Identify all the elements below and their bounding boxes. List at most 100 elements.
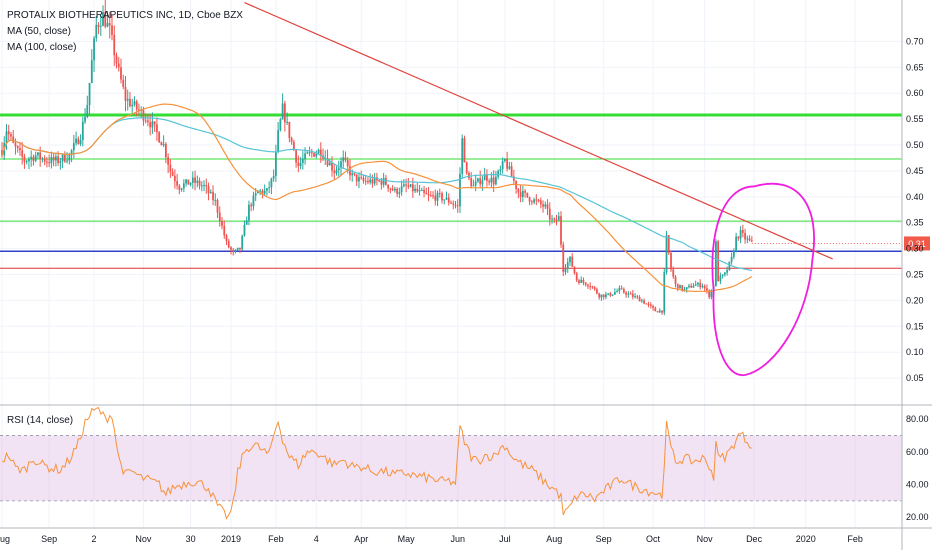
candle-body <box>277 130 280 152</box>
candle-body <box>672 269 675 277</box>
candle-body <box>400 186 403 193</box>
candle-body <box>234 249 237 252</box>
candle-body <box>232 249 235 252</box>
rsi-tick-label: 20.00 <box>906 512 929 522</box>
candle-body <box>113 34 116 56</box>
candle-body <box>198 180 201 186</box>
candle-body <box>313 153 315 157</box>
candle-body <box>667 235 670 254</box>
candle-body <box>149 122 152 128</box>
legend-rsi: RSI (14, close) <box>7 415 73 426</box>
candle-body <box>492 177 495 185</box>
candle-body <box>744 232 746 240</box>
candle-body <box>528 197 531 202</box>
candle-body <box>108 23 111 26</box>
candle-body <box>239 247 241 250</box>
candle-body <box>573 266 576 274</box>
trendline <box>244 2 833 260</box>
candle-body <box>270 178 273 188</box>
candle-body <box>52 157 55 161</box>
last-price-label: 0.31 <box>908 239 926 249</box>
candle-body <box>721 274 724 276</box>
candle-body <box>679 285 681 289</box>
candle-body <box>524 190 526 193</box>
candle-body <box>21 150 24 157</box>
candle-body <box>535 199 538 201</box>
candle-body <box>645 303 648 305</box>
candle-body <box>571 256 574 267</box>
rsi-band <box>0 435 902 501</box>
candle-body <box>477 178 479 182</box>
candle-body <box>308 152 311 154</box>
candle-body <box>120 67 122 80</box>
candle-body <box>676 283 679 289</box>
candle-body <box>261 190 264 194</box>
candle-body <box>499 169 502 171</box>
candle-body <box>171 171 174 176</box>
candle-body <box>382 177 385 185</box>
candle-body <box>243 224 246 236</box>
candle-body <box>133 101 136 105</box>
candle-body <box>164 143 167 158</box>
candle-body <box>564 268 567 272</box>
candle-body <box>124 86 127 101</box>
candle-body <box>292 141 295 151</box>
candle-body <box>319 149 322 156</box>
candle-body <box>405 184 407 186</box>
candle-body <box>135 101 138 110</box>
candle-body <box>86 105 89 117</box>
candle-body <box>503 158 506 162</box>
candle-body <box>450 202 452 204</box>
candle-body <box>147 120 149 123</box>
candle-body <box>187 179 190 185</box>
candle-body <box>688 285 690 288</box>
candle-body <box>223 225 226 236</box>
candle-body <box>23 156 26 162</box>
candle-body <box>306 152 309 154</box>
candle-body <box>337 168 340 171</box>
candle-body <box>703 286 706 289</box>
candle-body <box>203 185 205 187</box>
candle-body <box>427 194 430 196</box>
candle-body <box>560 216 562 245</box>
time-tick-label: Nov <box>697 534 714 544</box>
candle-body <box>364 180 367 182</box>
legend-ma50: MA (50, close) <box>7 26 71 37</box>
candle-body <box>90 60 93 84</box>
candle-body <box>362 178 365 181</box>
candle-body <box>555 219 558 221</box>
time-tick-label: Aug <box>546 534 562 544</box>
candle-body <box>661 310 663 313</box>
candle-body <box>178 185 181 190</box>
price-tick-label: 0.25 <box>906 270 924 280</box>
candle-body <box>216 200 219 213</box>
time-tick-label: Jul <box>499 534 511 544</box>
candle-body <box>420 189 423 191</box>
candle-body <box>697 282 699 285</box>
candle-body <box>288 121 291 138</box>
time-tick-label: Sep <box>596 534 612 544</box>
candle-body <box>1 150 3 156</box>
grid <box>0 0 902 527</box>
candle-body <box>490 177 493 183</box>
candle-body <box>710 289 713 298</box>
candle-body <box>438 192 441 194</box>
candle-body <box>34 155 37 161</box>
candle-body <box>32 156 35 161</box>
rsi-tick-label: 40.00 <box>906 479 929 489</box>
candle-body <box>384 177 387 185</box>
candle-body <box>393 188 396 191</box>
candle-body <box>443 199 446 201</box>
candle-body <box>241 235 244 250</box>
time-tick-label: Dec <box>746 534 763 544</box>
candle-body <box>622 289 625 293</box>
candle-body <box>111 25 113 35</box>
candle-body <box>283 103 286 123</box>
rsi-panel <box>0 406 902 520</box>
candle-body <box>629 293 632 295</box>
candle-body <box>205 185 208 187</box>
candle-body <box>409 184 412 187</box>
candle-body <box>521 190 524 197</box>
price-tick-label: 0.70 <box>906 36 924 46</box>
candle-body <box>218 212 221 222</box>
